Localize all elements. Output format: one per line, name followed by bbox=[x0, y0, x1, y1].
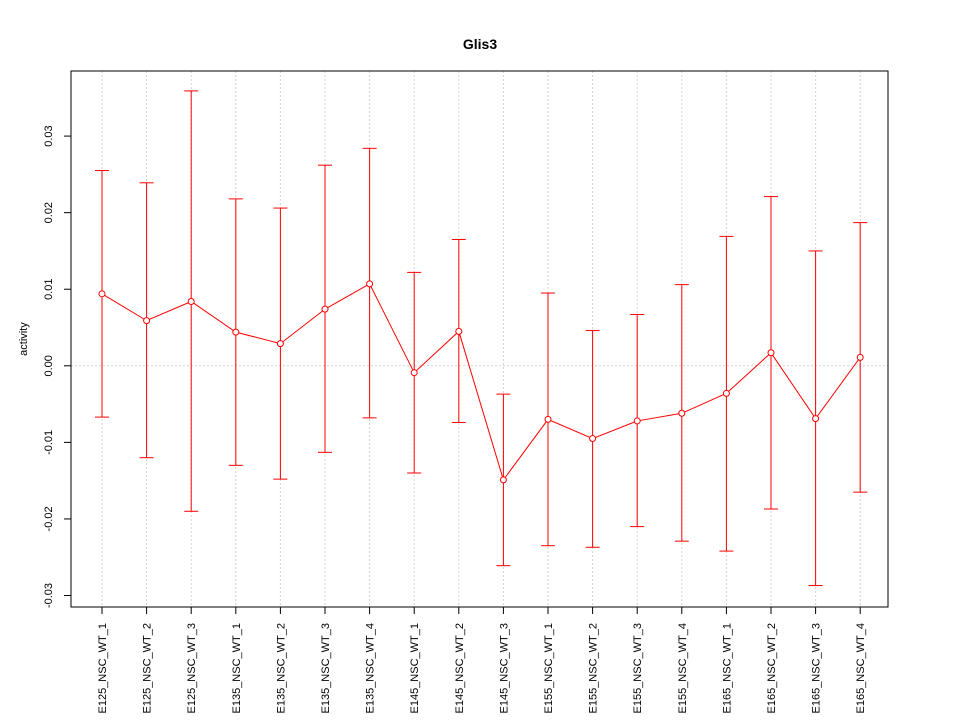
data-point bbox=[678, 409, 686, 417]
x-tick-label: E145_NSC_WT_3 bbox=[498, 623, 510, 714]
x-tick-label: E155_NSC_WT_3 bbox=[632, 623, 644, 714]
data-point bbox=[589, 435, 597, 443]
data-point bbox=[455, 327, 463, 335]
chart-title: Glis3 bbox=[463, 36, 497, 52]
x-tick-label: E165_NSC_WT_3 bbox=[811, 623, 823, 714]
data-point bbox=[410, 369, 418, 377]
y-tick-label: -0.02 bbox=[43, 506, 55, 531]
data-point bbox=[143, 317, 151, 325]
x-tick-label: E135_NSC_WT_3 bbox=[320, 623, 332, 714]
data-point bbox=[812, 415, 820, 423]
data-point bbox=[366, 280, 374, 288]
series-layer bbox=[95, 90, 868, 587]
y-tick-label: 0.02 bbox=[43, 202, 55, 223]
data-point bbox=[544, 415, 552, 423]
data-point bbox=[276, 340, 284, 348]
x-tick-label: E135_NSC_WT_4 bbox=[365, 623, 377, 714]
x-tick-label: E125_NSC_WT_2 bbox=[142, 623, 154, 714]
plot-frame bbox=[70, 70, 889, 608]
series-line bbox=[101, 283, 861, 481]
x-tick-label: E135_NSC_WT_1 bbox=[231, 623, 243, 714]
data-point bbox=[98, 290, 106, 298]
x-tick-label: E145_NSC_WT_1 bbox=[409, 623, 421, 714]
data-point bbox=[321, 305, 329, 313]
data-point bbox=[499, 476, 507, 484]
y-tick-label: 0.03 bbox=[43, 125, 55, 146]
x-tick-label: E155_NSC_WT_1 bbox=[543, 623, 555, 714]
data-point bbox=[856, 353, 864, 361]
y-tick-label: -0.03 bbox=[43, 583, 55, 608]
y-axis-label: activity bbox=[18, 322, 30, 356]
x-tick-label: E155_NSC_WT_4 bbox=[677, 623, 689, 714]
x-tick-label: E135_NSC_WT_2 bbox=[275, 623, 287, 714]
x-tick-label: E165_NSC_WT_2 bbox=[766, 623, 778, 714]
data-point bbox=[187, 297, 195, 305]
axis-layer: E125_NSC_WT_1 E125_NSC_WT_2 E125_NSC_WT_3 E… bbox=[43, 125, 867, 713]
x-tick-label: E125_NSC_WT_1 bbox=[97, 623, 109, 714]
x-tick-label: E145_NSC_WT_2 bbox=[454, 623, 466, 714]
x-tick-label: E125_NSC_WT_3 bbox=[186, 623, 198, 714]
y-tick-label: 0.01 bbox=[43, 279, 55, 300]
x-tick-label: E155_NSC_WT_2 bbox=[588, 623, 600, 714]
y-tick-label: -0.01 bbox=[43, 430, 55, 455]
x-tick-label: E165_NSC_WT_1 bbox=[721, 623, 733, 714]
data-point bbox=[232, 328, 240, 336]
y-tick-label: 0.00 bbox=[43, 355, 55, 376]
x-tick-label: E165_NSC_WT_4 bbox=[855, 623, 867, 714]
data-point bbox=[767, 349, 775, 357]
grid-layer bbox=[71, 71, 888, 607]
data-point bbox=[633, 417, 641, 425]
data-point bbox=[722, 389, 730, 397]
